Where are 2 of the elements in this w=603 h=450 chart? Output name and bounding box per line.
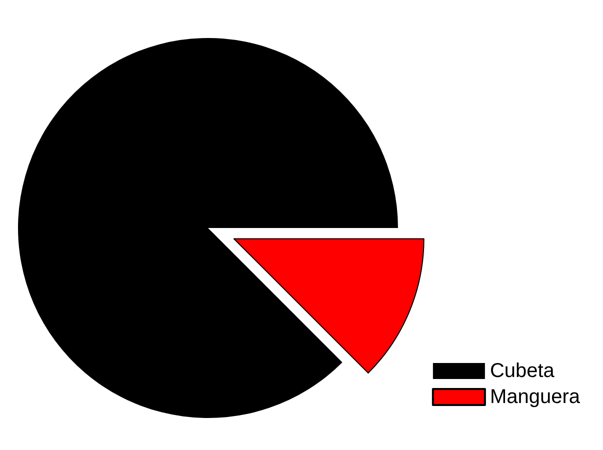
legend-label: Manguera bbox=[490, 386, 581, 408]
legend-label: Cubeta bbox=[490, 360, 556, 382]
